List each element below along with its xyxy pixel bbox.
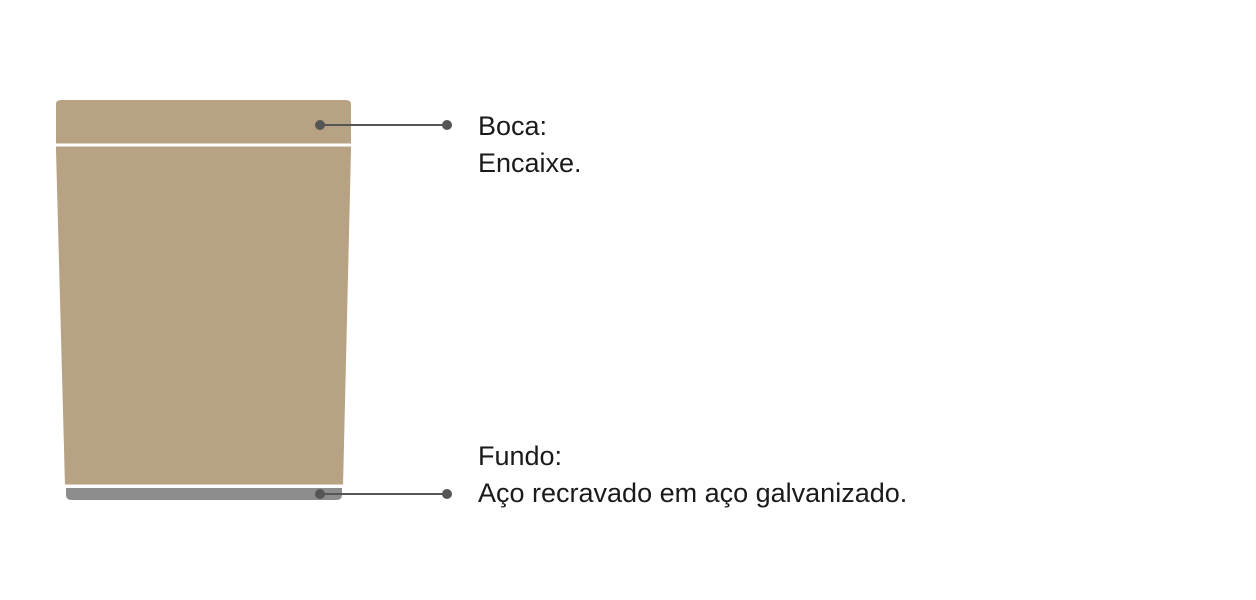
bottom-callout-title: Fundo: [478, 441, 563, 471]
top-leader-start-dot [315, 120, 325, 130]
bottom-callout-description: Aço recravado em aço galvanizado. [478, 478, 908, 508]
bottom-leader-end-dot [442, 489, 452, 499]
container-base [66, 488, 342, 500]
mouth-callout-title: Boca: [478, 111, 548, 141]
top-leader-end-dot [442, 120, 452, 130]
bottom-callout: Fundo: Aço recravado em aço galvanizado. [478, 438, 907, 512]
bottom-leader-start-dot [315, 489, 325, 499]
container-body [56, 100, 351, 486]
mouth-callout-description: Encaixe. [478, 148, 582, 178]
mouth-callout: Boca: Encaixe. [478, 108, 582, 182]
